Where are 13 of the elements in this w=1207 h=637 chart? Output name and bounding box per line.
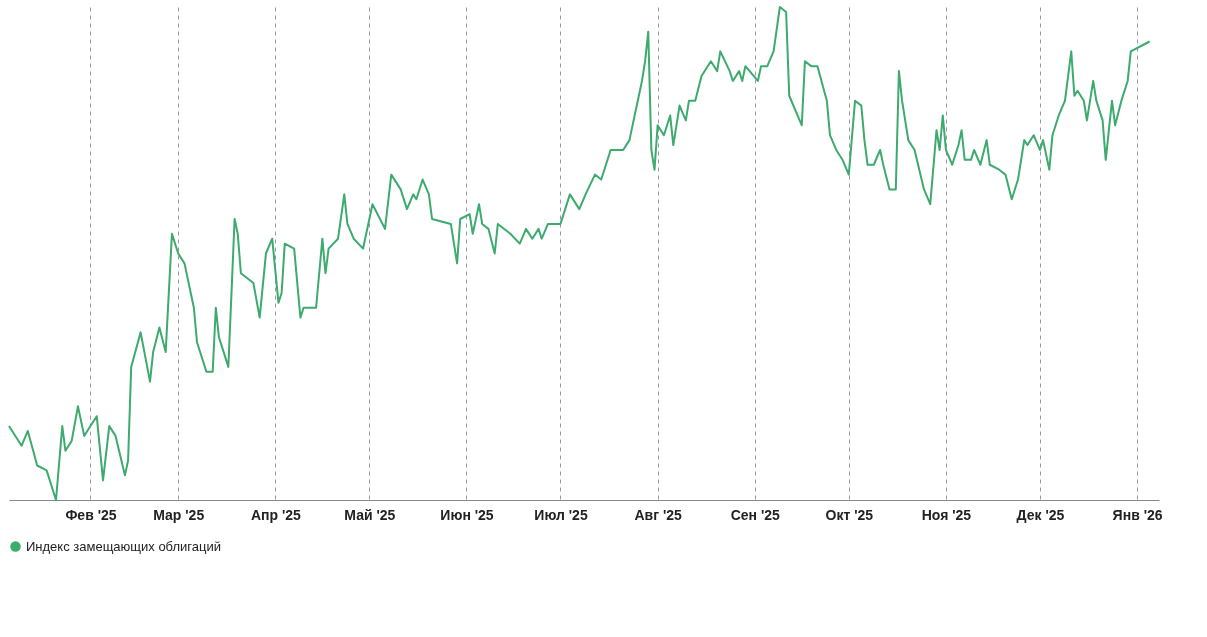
x-tick-label: Апр '25 [250, 506, 302, 523]
x-tick-label: Фев '25 [65, 506, 117, 523]
x-tick-label: Ноя '25 [921, 506, 972, 523]
legend-label: Индекс замещающих облигаций [26, 538, 221, 554]
x-tick-label: Янв '26 [1112, 506, 1163, 523]
x-tick-label: Май '25 [344, 506, 396, 523]
x-tick-label: Окт '25 [825, 506, 874, 523]
x-tick-label: Июл '25 [534, 506, 588, 523]
x-tick-label: Июн '25 [440, 506, 494, 523]
x-tick-label: Мар '25 [153, 506, 205, 523]
x-tick-label: Авг '25 [634, 506, 683, 523]
x-tick-label: Дек '25 [1016, 506, 1065, 523]
x-tick-label: Сен '25 [730, 506, 781, 523]
